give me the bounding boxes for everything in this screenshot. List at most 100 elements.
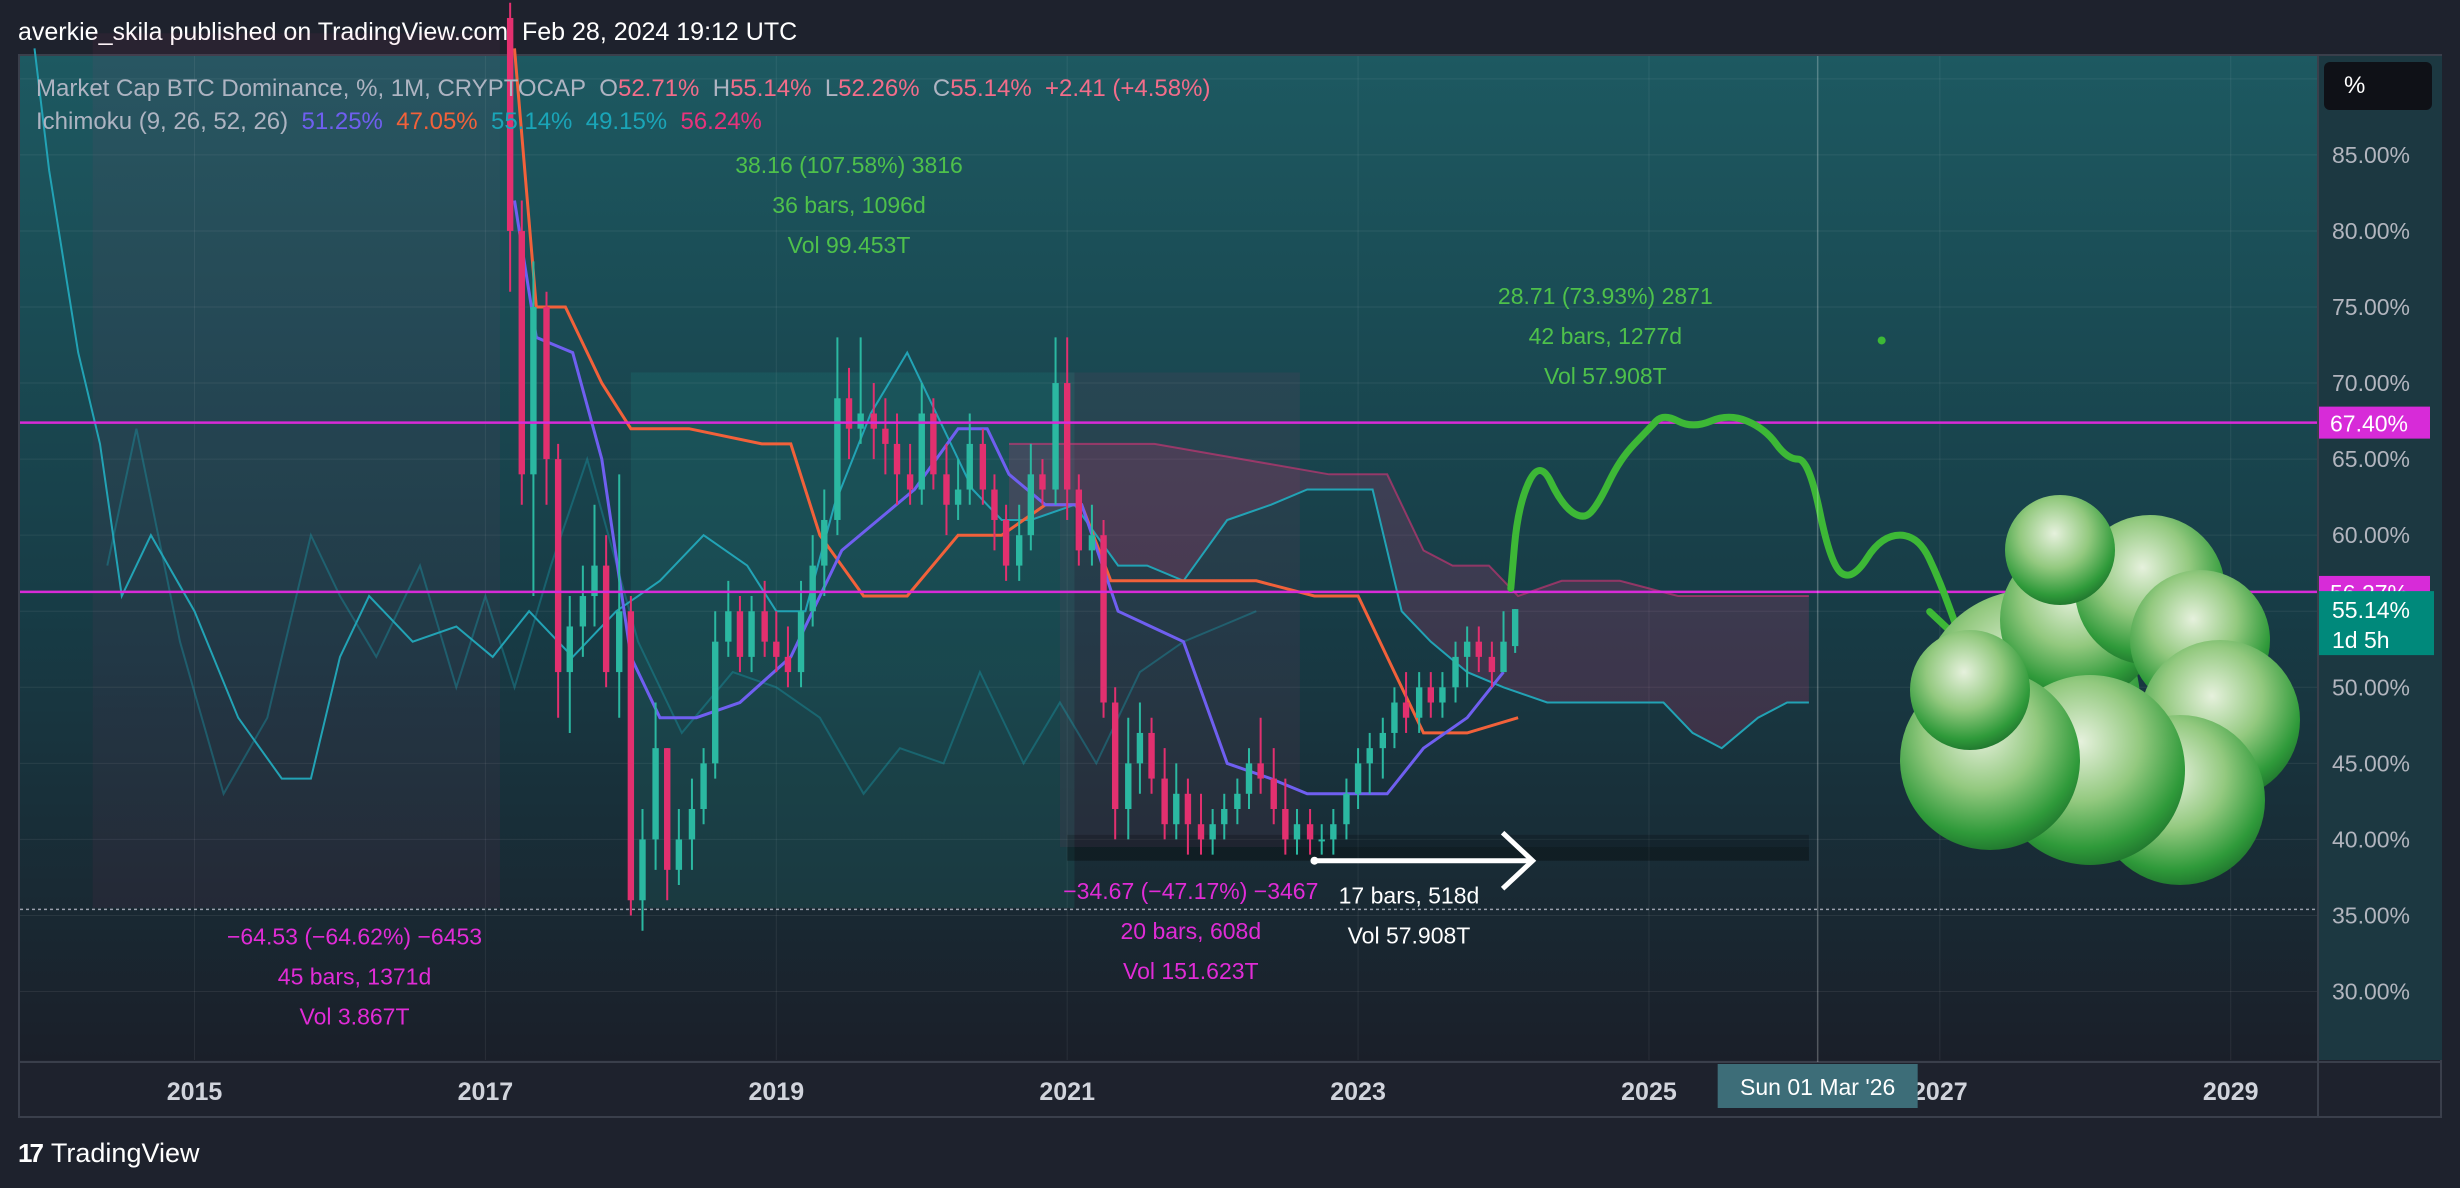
- candle: [1221, 793, 1228, 840]
- candle: [1136, 702, 1144, 794]
- candle-body: [1063, 383, 1071, 490]
- candle-body: [1511, 609, 1519, 647]
- ichimoku-lagging-value: 55.14%: [490, 108, 573, 135]
- candle-body: [506, 17, 514, 231]
- candle: [518, 200, 525, 505]
- close-value: 55.14%: [950, 75, 1032, 102]
- lagging-span-line: [106, 428, 1257, 797]
- candle: [821, 489, 828, 597]
- candle: [1111, 687, 1119, 840]
- time-tick-label: 2019: [748, 1078, 804, 1106]
- candle: [1500, 611, 1507, 673]
- candle: [506, 2, 514, 292]
- measure-region: [1067, 847, 1809, 861]
- candle-body: [664, 748, 671, 870]
- projection-marker: [1877, 336, 1886, 345]
- candle: [1354, 748, 1362, 809]
- projection-line[interactable]: [1507, 413, 1966, 646]
- cloud-illustration: [1900, 495, 2300, 885]
- candle-body: [821, 519, 828, 566]
- candle-body: [591, 565, 598, 597]
- candle: [579, 565, 587, 657]
- candle: [1270, 748, 1277, 825]
- measure-bars: 20 bars, 608d: [1120, 918, 1261, 944]
- measure-vol: Vol 3.867T: [300, 1003, 410, 1029]
- measure-vol: Vol 57.908T: [1348, 922, 1471, 948]
- candle: [1415, 672, 1423, 733]
- close-label: C: [932, 75, 951, 102]
- percent-scale-button[interactable]: %: [2324, 62, 2432, 110]
- candle-body: [1439, 687, 1446, 703]
- current-price-label: 55.14%: [2332, 597, 2410, 623]
- candle-body: [979, 443, 987, 490]
- candle-body: [1075, 489, 1083, 551]
- candle: [1197, 793, 1205, 855]
- crosshair-date-tag: [1717, 1064, 1918, 1108]
- candle: [725, 580, 732, 657]
- candle-body: [1221, 809, 1228, 825]
- candle-body: [1136, 732, 1144, 764]
- candle: [616, 474, 623, 718]
- candle: [809, 535, 816, 627]
- price-axis-tint: [2318, 56, 2442, 1060]
- candle-body: [1173, 793, 1180, 825]
- candle-body: [1002, 519, 1010, 566]
- price-tick-label: 85.00%: [2332, 142, 2410, 168]
- candle-body: [518, 230, 525, 475]
- candle: [1379, 717, 1387, 779]
- measure-region: [92, 33, 500, 908]
- footer-brand[interactable]: 17 TradingView: [18, 1138, 200, 1169]
- candle: [797, 580, 805, 688]
- candle: [1452, 641, 1459, 703]
- candle: [1391, 687, 1398, 749]
- candle-body: [748, 611, 755, 657]
- candle-body: [1415, 687, 1423, 718]
- price-tick-label: 50.00%: [2332, 674, 2410, 700]
- candle-body: [954, 489, 962, 505]
- candle: [1088, 504, 1096, 566]
- candle: [566, 596, 573, 733]
- open-label: O: [599, 75, 618, 102]
- measure-value: −64.53 (−64.62%) −6453: [227, 923, 482, 949]
- ichimoku-cloud: [1009, 443, 1809, 749]
- symbol-label: Market Cap BTC Dominance, %, 1M, CRYPTOC…: [36, 75, 586, 102]
- candle-body: [1148, 732, 1155, 779]
- candle-body: [870, 413, 877, 429]
- candle: [1173, 763, 1180, 840]
- candle: [543, 291, 550, 505]
- candle-body: [1234, 793, 1241, 809]
- candle: [1257, 717, 1264, 794]
- candle: [991, 474, 998, 551]
- candle: [1075, 474, 1083, 566]
- measure-bars: 17 bars, 518d: [1339, 882, 1480, 908]
- current-price-tag: [2318, 591, 2434, 656]
- candle-body: [1475, 641, 1482, 657]
- candle: [1402, 672, 1410, 733]
- candle-body: [554, 459, 562, 673]
- candle: [979, 428, 987, 505]
- measure-bars: 45 bars, 1371d: [278, 963, 431, 989]
- candle-body: [857, 413, 864, 429]
- candle-body: [1039, 474, 1046, 490]
- candle-body: [1306, 824, 1314, 840]
- price-tick-label: 35.00%: [2332, 902, 2410, 928]
- time-tick-label: 2027: [1912, 1078, 1968, 1106]
- time-tick-label: 2015: [167, 1078, 223, 1106]
- candle-body: [1161, 778, 1168, 825]
- legend-main: Market Cap BTC Dominance, %, 1M, CRYPTOC…: [36, 75, 1210, 103]
- measure-value: 38.16 (107.58%) 3816: [735, 152, 963, 178]
- candle-body: [675, 839, 683, 870]
- candle: [1488, 641, 1496, 688]
- candle-body: [773, 641, 780, 657]
- change-value: +2.41 (+4.58%): [1045, 75, 1211, 102]
- candle: [1318, 824, 1325, 855]
- candle-body: [1318, 839, 1325, 842]
- candle: [1063, 337, 1071, 520]
- high-value: 55.14%: [730, 75, 812, 102]
- candle-body: [652, 748, 659, 840]
- cloud-puff: [1910, 630, 2030, 750]
- price-line-tag: [2318, 406, 2430, 439]
- candle-body: [700, 763, 707, 809]
- candle-body: [906, 474, 914, 490]
